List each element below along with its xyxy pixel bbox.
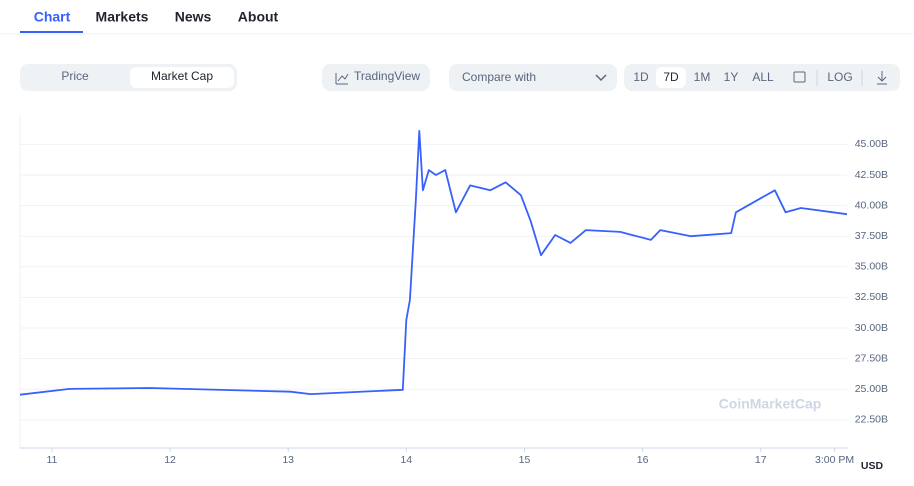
y-tick-label: 40.00B: [855, 199, 888, 211]
y-tick-label: 27.50B: [855, 352, 888, 364]
select-label[interactable]: Compare with: [462, 70, 536, 84]
price-line: [19, 130, 848, 396]
y-tick-label: 42.50B: [855, 169, 888, 181]
y-tick-label: 37.50B: [855, 230, 888, 242]
range-button[interactable]: 7D: [663, 70, 679, 84]
tradingview-button[interactable]: [322, 64, 430, 91]
compare-select[interactable]: [449, 64, 617, 91]
range-active: [656, 67, 686, 88]
range-button[interactable]: 1D: [633, 70, 649, 84]
x-tick-label: 13: [282, 454, 294, 466]
x-tick-label: 16: [637, 454, 649, 466]
y-tick-label: 22.50B: [855, 414, 888, 426]
log-button[interactable]: LOG: [827, 70, 852, 84]
toggle-option[interactable]: Price: [61, 69, 89, 83]
tab[interactable]: About: [238, 9, 279, 25]
range-button[interactable]: ALL: [752, 70, 774, 84]
toggle-active: [130, 67, 234, 88]
y-tick-label: 25.00B: [855, 383, 888, 395]
toggle-option[interactable]: Market Cap: [151, 69, 213, 83]
x-tick-label: 3:00 PM: [815, 454, 854, 466]
icon: [335, 73, 349, 85]
y-tick-label: 32.50B: [855, 291, 888, 303]
x-tick-label: 12: [164, 454, 176, 466]
x-tick-label: 15: [519, 454, 531, 466]
y-tick-label: 45.00B: [855, 138, 888, 150]
chart: CoinMarketCap USD 22.50B 25.00B 27.50B 30.0…: [19, 115, 888, 472]
x-tick-label: 14: [400, 454, 412, 466]
tab[interactable]: News: [175, 9, 212, 25]
chevron: [595, 74, 607, 82]
calendar-icon[interactable]: [793, 71, 806, 83]
y-tick-label: 30.00B: [855, 322, 888, 334]
tab[interactable]: Markets: [96, 9, 149, 25]
x-tick-label: 11: [46, 454, 57, 466]
range-bar: [624, 64, 900, 91]
y-tick-label: 35.00B: [855, 261, 888, 273]
x-tick-label: 17: [755, 454, 767, 466]
range-button[interactable]: 1Y: [724, 70, 739, 84]
currency-label: USD: [861, 460, 884, 472]
watermark: CoinMarketCap: [719, 396, 822, 412]
button-label[interactable]: TradingView: [354, 69, 420, 83]
download-icon[interactable]: [877, 71, 887, 85]
tab[interactable]: Chart: [34, 9, 71, 25]
range-button[interactable]: 1M: [694, 70, 711, 84]
